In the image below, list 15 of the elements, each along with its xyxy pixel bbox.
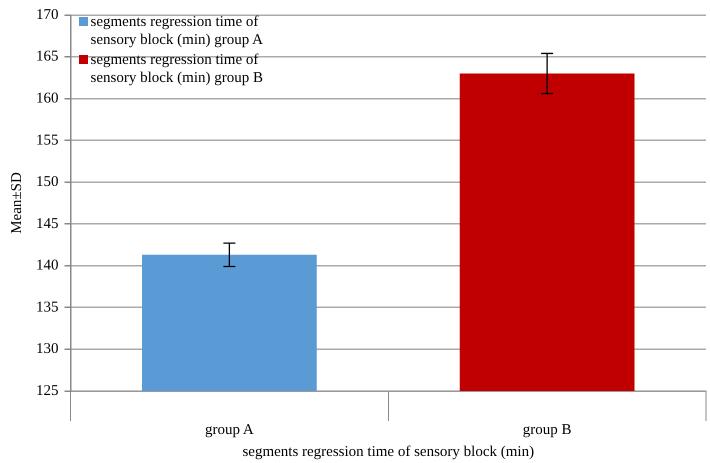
x-axis-title: segments regression time of sensory block (min) [242, 444, 534, 460]
y-tick-label: 125 [36, 382, 58, 399]
y-tick-label: 145 [36, 216, 58, 232]
y-tick-label: 150 [36, 174, 58, 190]
y-tick-label: 140 [36, 258, 58, 274]
legend-label: segments regression time of sensory block (min) group B [90, 51, 264, 87]
x-tick-label: group A [205, 422, 254, 438]
y-tick-label: 135 [36, 299, 58, 316]
y-axis-title: Mean±SD [8, 172, 25, 234]
y-tick-label: 160 [36, 90, 58, 106]
y-tick-label: 165 [36, 48, 58, 65]
y-tick-label: 155 [36, 132, 58, 148]
y-tick-label: 130 [36, 341, 58, 358]
x-tick-label: group B [522, 422, 572, 438]
y-tick-label: 170 [36, 6, 58, 23]
